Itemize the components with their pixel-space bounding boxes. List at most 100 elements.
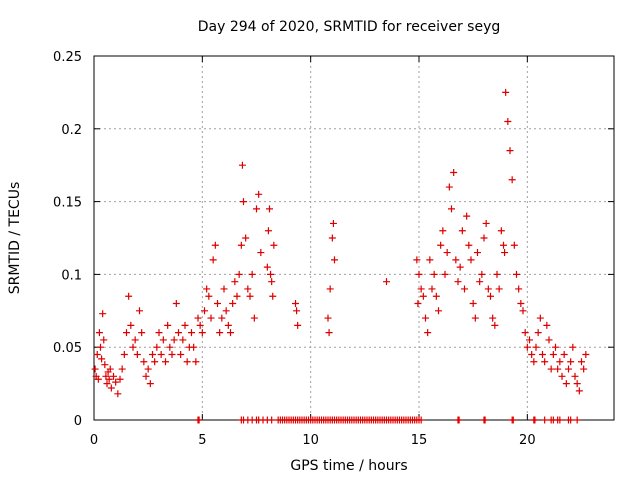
axis-ticks: 0 0.05 0.1 0.15 0.2 0.25 0 5 10 15 20 — [53, 50, 614, 448]
data-point — [515, 285, 523, 293]
data-point — [530, 358, 538, 366]
data-point — [517, 300, 525, 308]
data-point — [489, 314, 497, 322]
data-point — [229, 300, 237, 308]
data-point — [500, 241, 507, 249]
data-point — [441, 270, 449, 278]
x-tick-label: 10 — [302, 433, 319, 448]
data-point — [543, 321, 551, 329]
data-point — [153, 343, 161, 351]
data-point — [324, 314, 332, 322]
data-point — [97, 343, 104, 351]
data-point — [454, 278, 462, 286]
data-point — [443, 249, 451, 257]
data-point — [513, 270, 520, 278]
data-point — [565, 365, 572, 373]
data-point — [112, 378, 120, 386]
data-point — [467, 256, 475, 264]
data-point — [268, 278, 276, 286]
y-axis-label: SRMTID / TECUs — [7, 182, 23, 295]
zero-data-point — [567, 416, 575, 424]
data-point — [536, 314, 544, 322]
data-point — [267, 270, 275, 278]
data-point — [129, 343, 137, 351]
data-point — [545, 336, 553, 344]
zero-data-point — [417, 416, 425, 424]
data-point — [179, 336, 187, 344]
data-point — [114, 390, 122, 398]
data-point — [222, 307, 230, 315]
data-point — [532, 343, 540, 351]
data-point — [432, 292, 440, 300]
data-point — [255, 190, 263, 198]
data-point — [116, 375, 124, 383]
data-point — [575, 387, 583, 395]
data-point — [476, 278, 484, 286]
grid — [94, 56, 614, 420]
data-point — [415, 270, 423, 278]
data-point — [136, 307, 143, 315]
data-point — [521, 329, 529, 337]
data-point — [506, 147, 514, 155]
data-point — [157, 350, 165, 358]
data-point — [331, 256, 338, 264]
data-point — [181, 321, 189, 329]
data-point — [233, 292, 241, 300]
x-tick-label: 5 — [198, 433, 206, 448]
data-point — [266, 205, 273, 213]
data-point — [326, 285, 334, 293]
data-point — [541, 358, 549, 366]
data-point — [188, 329, 195, 337]
data-point — [523, 343, 531, 351]
data-point — [328, 234, 336, 242]
data-point — [220, 285, 228, 293]
data-point — [504, 118, 512, 126]
data-point — [144, 365, 152, 373]
data-point — [205, 292, 213, 300]
data-point — [293, 307, 301, 315]
data-point — [166, 343, 174, 351]
data-point — [131, 336, 139, 344]
zero-data-point — [455, 416, 463, 424]
data-point — [164, 321, 172, 329]
data-point — [203, 285, 211, 293]
data-point — [209, 256, 217, 264]
plot-frame — [93, 55, 615, 421]
zero-data-point — [268, 416, 276, 424]
data-point — [482, 219, 490, 227]
data-point — [519, 307, 527, 315]
data-point — [495, 285, 503, 293]
data-point — [100, 336, 108, 344]
data-point — [103, 380, 111, 388]
y-tick-label: 0.1 — [61, 268, 82, 283]
zero-data-point — [481, 416, 489, 424]
data-point — [582, 350, 590, 358]
data-point — [98, 355, 106, 363]
data-point — [484, 285, 492, 293]
data-point — [560, 350, 568, 358]
y-tick-label: 0.05 — [53, 341, 82, 356]
data-point — [123, 329, 130, 337]
zero-data-point — [195, 416, 203, 424]
data-point — [502, 88, 510, 96]
data-point — [93, 350, 101, 358]
data-point — [554, 365, 562, 373]
data-point — [294, 321, 302, 329]
data-point — [508, 176, 516, 184]
data-point — [237, 241, 245, 249]
data-point — [578, 358, 585, 366]
data-point — [487, 292, 494, 300]
data-point — [456, 263, 464, 271]
data-point — [491, 321, 499, 329]
data-point — [558, 372, 566, 380]
data-point — [257, 249, 265, 257]
data-point — [211, 241, 219, 249]
data-point — [562, 380, 570, 388]
data-point — [198, 329, 206, 337]
data-point — [419, 292, 427, 300]
data-point — [140, 358, 148, 366]
data-point — [569, 343, 577, 351]
data-point — [231, 278, 239, 286]
data-point — [413, 256, 421, 264]
data-point — [105, 375, 113, 383]
